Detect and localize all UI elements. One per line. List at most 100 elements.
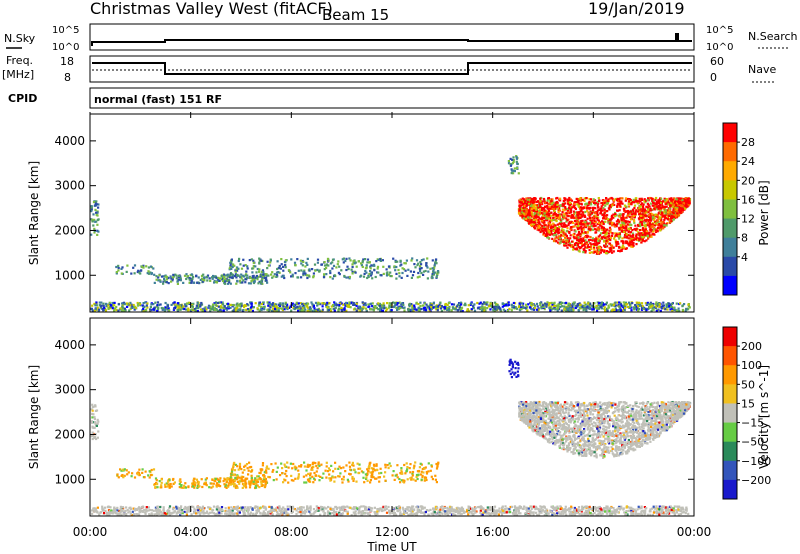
power-cell-45	[99, 306, 102, 309]
power-cell-644	[286, 306, 289, 309]
power-cell-1183	[143, 305, 146, 308]
power-cell-3595	[665, 205, 668, 208]
power-cell-77	[298, 306, 301, 309]
power-cell-1291	[631, 302, 634, 305]
power-cell-1525	[218, 279, 221, 282]
power-cell-1639	[189, 279, 192, 282]
power-cell-4079	[638, 234, 641, 237]
power-cell-427	[297, 309, 300, 312]
power-cell-2051	[424, 269, 427, 273]
power-cell-1302	[267, 302, 270, 305]
power-cell-2550	[580, 203, 583, 206]
power-cell-1864	[239, 263, 242, 266]
power-cell-1998	[417, 271, 420, 275]
power-cell-1936	[279, 267, 282, 270]
power-cell-1628	[203, 279, 206, 282]
power-cell-1541	[202, 280, 205, 283]
power-cell-1781	[278, 271, 281, 274]
power-cell-4152	[609, 228, 612, 231]
power-cell-1357	[98, 308, 101, 311]
power-cell-1324	[358, 305, 361, 308]
power-cell-4451	[567, 211, 570, 214]
power-cell-1151	[159, 303, 162, 306]
power-cell-423	[262, 302, 265, 305]
power-cell-3698	[633, 204, 637, 207]
power-cell-1394	[269, 302, 272, 306]
power-cell-861	[629, 305, 632, 308]
power-cell-1882	[301, 264, 304, 267]
power-cell-4155	[584, 231, 587, 234]
power-cell-1034	[687, 303, 690, 306]
power-cell-548	[291, 302, 294, 305]
power-cell-641	[304, 308, 307, 311]
power-colorbar-label-2: 20	[741, 174, 755, 187]
power-cell-3823	[530, 221, 533, 224]
power-cell-1627	[196, 281, 199, 284]
velocity-cell-68	[673, 505, 676, 508]
power-cell-1221	[227, 305, 230, 309]
power-cell-1736	[254, 265, 257, 268]
power-cell-2092	[152, 267, 155, 270]
power-cell-794	[158, 303, 161, 307]
power-cell-1732	[323, 268, 326, 271]
power-cell-1676	[252, 264, 255, 268]
power-cell-1289	[396, 306, 399, 309]
power-cell-187	[655, 301, 658, 304]
power-cell-2056	[401, 267, 404, 270]
power-cell-4260	[588, 201, 591, 205]
power-cell-313	[213, 302, 216, 305]
power-cell-3899	[654, 203, 657, 206]
power-cell-2048	[370, 264, 373, 267]
power-cell-4425	[533, 225, 536, 228]
power-cell-4498	[543, 224, 546, 227]
power-cell-4071	[670, 202, 673, 205]
power-cell-3820	[632, 238, 635, 241]
power-cell-2013	[265, 273, 268, 276]
power-cell-1326	[424, 308, 427, 312]
power-cell-601	[438, 305, 442, 308]
power-cell-4364	[675, 204, 678, 207]
power-cell-1453	[259, 275, 262, 278]
power-cell-553	[472, 305, 475, 308]
power-cell-4488	[538, 212, 541, 215]
power-cell-3129	[562, 199, 565, 202]
power-cell-161	[214, 301, 218, 304]
power-cell-1427	[585, 309, 588, 313]
power-cell-4147	[597, 239, 600, 243]
power-cell-134	[195, 306, 198, 309]
power-cell-209	[111, 301, 114, 305]
power-cell-1723	[246, 265, 249, 268]
power-cell-2044	[236, 273, 239, 277]
power-cell-1869	[269, 258, 272, 261]
power-cell-889	[321, 302, 324, 305]
power-cell-2520	[621, 237, 624, 240]
power-cell-32	[229, 306, 232, 309]
power-cell-919	[520, 308, 523, 311]
power-cell-1769	[433, 267, 436, 270]
power-cell-2840	[638, 197, 641, 200]
power-cell-320	[634, 304, 637, 307]
power-cell-585	[619, 303, 622, 306]
power-cell-1338	[620, 309, 623, 312]
power-cell-1970	[422, 258, 425, 261]
power-cell-1422	[565, 306, 568, 309]
power-cell-4459	[632, 244, 635, 247]
power-cell-1087	[403, 306, 406, 309]
power-cell-3767	[589, 228, 592, 231]
power-cell-4366	[596, 227, 599, 230]
power-cell-614	[281, 308, 284, 312]
power-cell-2835	[600, 249, 603, 252]
power-cell-3707	[641, 205, 645, 208]
power-cell-4414	[656, 214, 659, 217]
power-cell-438	[196, 310, 199, 313]
power-cell-3551	[632, 208, 635, 211]
power-cell-9	[109, 307, 112, 310]
power-cell-3428	[601, 213, 604, 217]
power-cell-865	[304, 303, 307, 306]
power-cell-1898	[258, 268, 261, 271]
power-cell-1429	[531, 308, 534, 311]
power-cell-1955	[352, 260, 355, 263]
power-cell-1178	[346, 304, 349, 307]
power-colorbar-bin-1	[723, 142, 737, 162]
